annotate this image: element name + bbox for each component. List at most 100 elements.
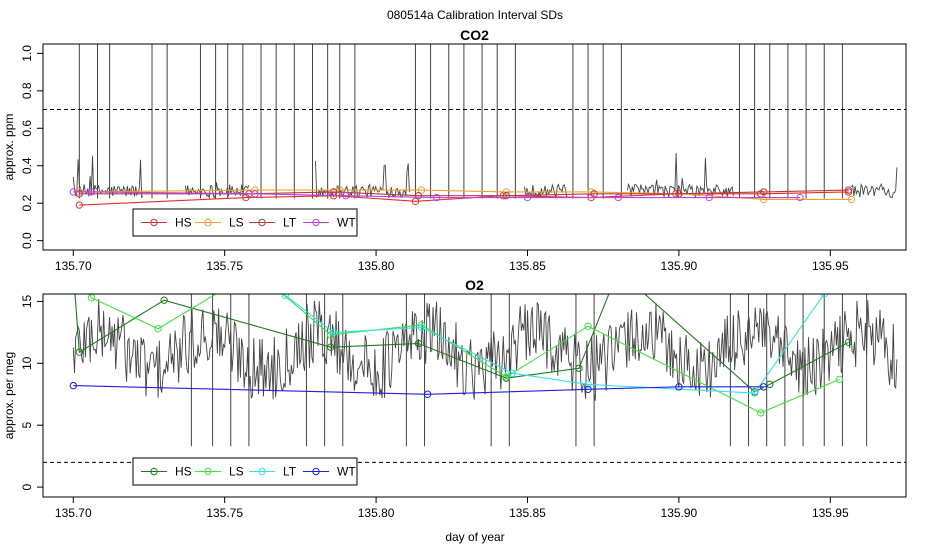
series-point-lt [417, 323, 426, 332]
series-point-hs [411, 197, 420, 206]
series-point-ls [756, 409, 765, 417]
x-axis-label: day of year [445, 530, 504, 544]
series-point-ls [835, 375, 844, 384]
y-tick-label: 0.8 [20, 82, 34, 99]
series-point-hs [160, 296, 168, 304]
series-point-lt [329, 328, 338, 337]
series-point-lt [750, 389, 759, 397]
x-tick-label: 135.80 [358, 259, 395, 273]
raw-segment [626, 152, 734, 199]
series-point-lt [675, 190, 683, 198]
legend-marker-lt [258, 218, 266, 227]
x-tick-label: 135.95 [812, 506, 849, 520]
series-point-lt [584, 380, 592, 389]
x-tick-label: 135.75 [206, 506, 243, 520]
y-tick-label: 0.2 [20, 195, 34, 212]
panel-title: CO2 [460, 27, 489, 43]
series-line-lt [79, 189, 849, 197]
series-line-hs [74, 294, 849, 393]
series-point-wt [69, 188, 77, 196]
legend-marker-ls [204, 218, 212, 227]
series-point-wt [87, 188, 96, 196]
panel-title: O2 [465, 277, 484, 293]
series-point-ls [417, 186, 426, 194]
series-point-ls [847, 195, 856, 204]
legend-label-ls: LS [229, 465, 244, 479]
series-point-lt [281, 294, 289, 299]
x-tick-label: 135.75 [206, 259, 243, 273]
series-point-hs [75, 348, 84, 356]
x-tick-label: 135.70 [55, 506, 92, 520]
series-point-wt [675, 383, 683, 391]
plot-frame [42, 43, 907, 251]
series-point-wt [796, 193, 804, 202]
series-point-ls [502, 373, 510, 381]
series-line-lt [284, 294, 825, 394]
y-tick-label: 0.6 [20, 120, 34, 137]
x-tick-label: 135.85 [509, 259, 546, 273]
co2-panel: CO2 approx. ppm 0.0 0.2 0.4 0.6 0.8 1.0 135.70 13… [2, 27, 907, 273]
series-point-wt [423, 390, 432, 398]
y-axis-label: approx. ppm [2, 114, 16, 181]
series-point-hs [326, 343, 335, 351]
y-axis-label: approx. per meg [2, 352, 16, 439]
x-tick-label: 135.85 [509, 506, 546, 520]
series-line-wt [73, 191, 800, 199]
series-point-ls [502, 188, 510, 196]
x-tick-label: 135.90 [661, 506, 698, 520]
y-tick-label: 0 [20, 483, 34, 490]
series-point-wt [523, 193, 532, 202]
series-point-lt [759, 188, 768, 196]
legend-marker-hs [150, 467, 158, 476]
y-tick-label: 1.0 [20, 45, 34, 62]
raw-trace [72, 294, 898, 447]
series-point-hs [75, 201, 84, 209]
legend-label-lt: LT [283, 465, 297, 479]
series-point-wt [432, 193, 441, 202]
y-tick-label: 5 [20, 422, 34, 429]
series-point-hs [575, 364, 583, 372]
legend-marker-lt [258, 467, 266, 476]
series-point-ls [154, 324, 162, 333]
series-point-wt [614, 193, 623, 202]
raw-segment [72, 298, 898, 401]
legend-label-wt: WT [337, 216, 356, 230]
series-point-wt [342, 191, 350, 200]
series-point-hs [414, 339, 423, 348]
x-tick-label: 135.80 [358, 506, 395, 520]
series-point-hs [844, 188, 853, 196]
legend: HS LS LT WT [132, 208, 358, 237]
series-point-lt [590, 190, 598, 198]
legend-label-ls: LS [229, 216, 244, 230]
series-point-lt [502, 191, 510, 200]
series-point-lt [414, 191, 423, 200]
series-point-hs [844, 338, 853, 346]
x-tick-label: 135.95 [812, 259, 849, 273]
legend-label-wt: WT [337, 465, 356, 479]
y-tick-label: 0.0 [20, 232, 34, 249]
series-point-wt [759, 383, 768, 391]
raw-segment [851, 167, 898, 199]
legend-marker-ls [204, 467, 212, 476]
series-point-wt [251, 190, 259, 198]
y-tick-label: 0.4 [20, 157, 34, 174]
series-point-wt [584, 385, 592, 394]
series-point-lt [820, 294, 828, 298]
series-point-wt [705, 193, 713, 202]
series-point-ls [584, 322, 592, 330]
raw-trace [72, 44, 898, 200]
x-tick-label: 135.90 [661, 259, 698, 273]
legend-marker-hs [150, 218, 158, 227]
x-tick-label: 135.70 [55, 259, 92, 273]
series-line-wt [73, 385, 764, 395]
legend: HS LS LT WT [132, 457, 358, 486]
legend-label-lt: LT [283, 216, 297, 230]
series-point-ls [417, 321, 426, 329]
series-point-ls [87, 294, 96, 302]
legend-label-hs: HS [175, 216, 192, 230]
series-point-hs [766, 380, 774, 389]
series-point-lt [508, 369, 517, 377]
series-point-wt [69, 381, 77, 390]
series-point-ls [759, 195, 768, 204]
